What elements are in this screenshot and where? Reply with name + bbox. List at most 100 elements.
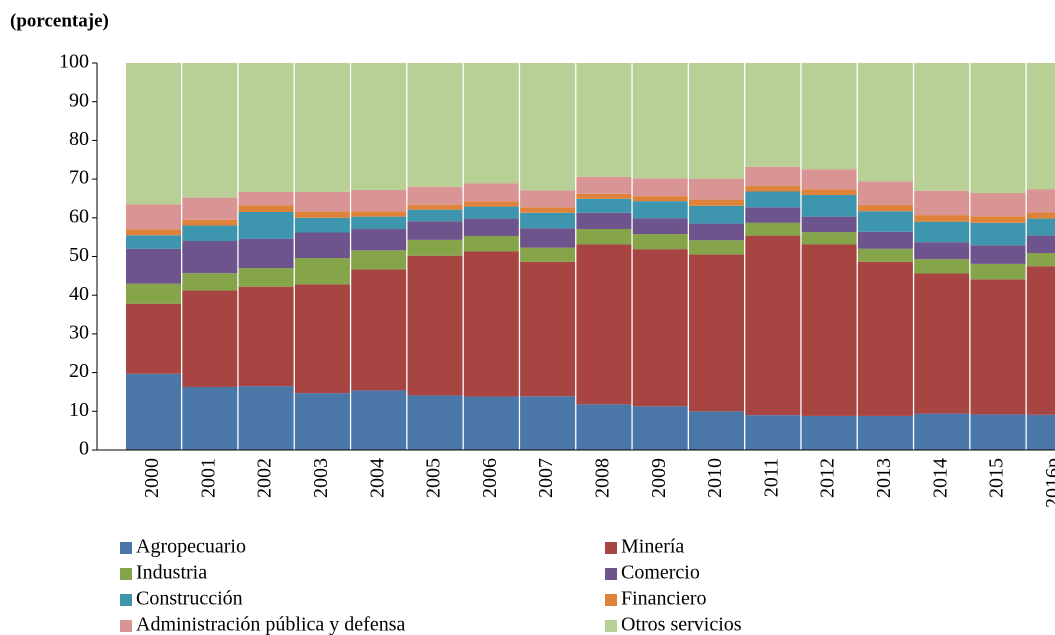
bar-segment: [351, 216, 407, 230]
bar-segment: [689, 254, 744, 412]
bar-segment: [294, 211, 350, 218]
bar-segment: [1026, 253, 1055, 267]
x-tick-label: 2015: [986, 458, 1008, 498]
legend-label: Comercio: [621, 562, 700, 584]
bar-segment: [182, 63, 238, 198]
bar-segment: [520, 190, 576, 208]
x-tick-label: 2012: [817, 458, 839, 498]
bar-segment: [576, 404, 632, 450]
bar-segment: [632, 234, 688, 250]
bar-segment: [801, 194, 857, 217]
y-tick-label: 80: [69, 128, 89, 150]
bar-segment: [407, 255, 463, 396]
bar-segment: [126, 204, 181, 230]
bar-segment: [238, 63, 294, 192]
y-tick-label: 10: [69, 399, 89, 421]
bar-segment: [970, 216, 1026, 223]
bar-segment: [1026, 218, 1055, 236]
bar-segment: [632, 196, 688, 202]
bar-segment: [857, 63, 913, 182]
bar-segment: [351, 250, 407, 270]
bar-segment: [238, 286, 294, 387]
bar-segment: [857, 248, 913, 262]
bar-segment: [914, 259, 970, 274]
legend-label: Otros servicios: [621, 614, 742, 635]
bar-segment: [182, 290, 238, 387]
bar-segment: [520, 261, 576, 397]
bar-segment: [632, 249, 688, 407]
bar-segment: [689, 178, 744, 200]
bar-segment: [1026, 414, 1055, 450]
x-tick-label: 2011: [760, 458, 782, 497]
bar-segment: [238, 211, 294, 239]
bar-segment: [407, 395, 463, 450]
bar-segment: [632, 63, 688, 179]
bar-segment: [801, 232, 857, 245]
bar-segment: [294, 284, 350, 394]
bar-segment: [1026, 212, 1055, 219]
bar-segment: [970, 63, 1026, 194]
bar-segment: [238, 205, 294, 212]
bar-segment: [294, 393, 350, 450]
legend-label: Industria: [136, 562, 207, 584]
bar-segment: [126, 283, 181, 304]
bar-segment: [126, 235, 181, 249]
legend-swatch: [605, 594, 617, 606]
bar-segment: [182, 219, 238, 226]
bar-segment: [463, 63, 519, 184]
bar-segment: [520, 207, 576, 213]
bar-segment: [463, 218, 519, 236]
bar-segment: [1026, 189, 1055, 213]
bar-segment: [970, 414, 1026, 450]
bar-segment: [126, 248, 181, 284]
x-tick-label: 2003: [310, 458, 332, 498]
bar-segment: [801, 415, 857, 450]
bar-segment: [576, 176, 632, 194]
bar-segment: [857, 261, 913, 416]
bar-segment: [407, 239, 463, 256]
x-tick-label: 2002: [254, 458, 276, 498]
x-tick-label: 2014: [929, 458, 951, 498]
bar-segment: [914, 190, 970, 216]
bar-segment: [576, 63, 632, 177]
bar-segment: [632, 218, 688, 235]
bar-segment: [970, 245, 1026, 264]
bar-segment: [970, 222, 1026, 246]
bar-segment: [463, 235, 519, 252]
legend-swatch: [605, 568, 617, 580]
legend-swatch: [605, 620, 617, 632]
bar-segment: [745, 207, 801, 223]
bar-segment: [745, 415, 801, 450]
x-tick-label: 2008: [591, 458, 613, 498]
legend-label: Agropecuario: [136, 536, 246, 558]
bar-segment: [689, 240, 744, 255]
bar-segment: [407, 204, 463, 210]
x-tick-label: 2016p: [1042, 458, 1055, 508]
y-tick-label: 100: [59, 51, 89, 73]
bar-segment: [576, 229, 632, 245]
bar-segment: [914, 242, 970, 260]
bar-segment: [745, 63, 801, 167]
chart-title: (porcentaje): [10, 10, 109, 31]
legend-label: Minería: [621, 536, 684, 558]
legend-label: Financiero: [621, 588, 707, 610]
bar-segment: [914, 221, 970, 243]
bar-segment: [801, 216, 857, 233]
bar-segment: [801, 169, 857, 190]
bar-segment: [689, 63, 744, 179]
bar-segment: [970, 263, 1026, 280]
bar-segment: [745, 191, 801, 208]
bar-segment: [801, 63, 857, 170]
bar-segment: [576, 193, 632, 199]
bar-segment: [407, 209, 463, 222]
bar-segment: [463, 201, 519, 207]
x-tick-label: 2013: [873, 458, 895, 498]
bar-segment: [689, 199, 744, 206]
bar-segment: [126, 303, 181, 374]
y-tick-label: 40: [69, 283, 89, 305]
legend-swatch: [120, 620, 132, 632]
legend-label: Construcción: [136, 588, 243, 610]
legend-swatch: [120, 542, 132, 554]
bar-segment: [914, 63, 970, 191]
